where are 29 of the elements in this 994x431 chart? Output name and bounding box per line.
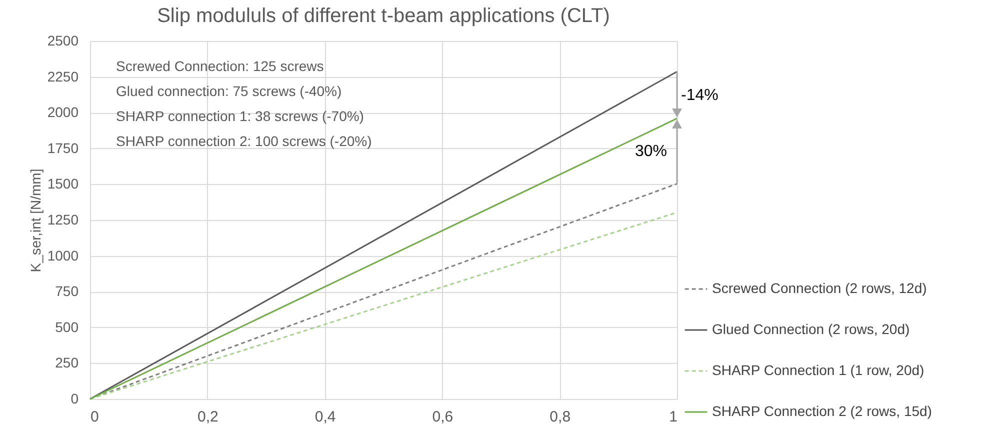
y-tick-label: 1250 (47, 212, 79, 228)
y-tick-label: 1000 (47, 247, 79, 264)
y-tick-label: 2250 (47, 68, 79, 84)
legend-label: Screwed Connection (2 rows, 12d) (712, 280, 927, 296)
y-tick-label: 0 (70, 390, 79, 406)
chart-title: Slip modululs of different t-beam applications (CLT) (157, 5, 610, 27)
legend-label: SHARP Connection 1 (1 row, 20d) (712, 362, 924, 378)
x-tick-label: 0,8 (550, 408, 571, 426)
x-tick-label: 0 (90, 408, 99, 426)
y-tick-label: 1750 (47, 140, 79, 156)
annotation: Glued connection: 75 screws (-40%) (116, 83, 342, 99)
y-tick-label: 1500 (47, 176, 79, 192)
annotation: 30% (634, 143, 667, 160)
legend-label: SHARP Connection 2 (2 rows, 15d) (712, 403, 932, 419)
y-tick-label: 2500 (47, 32, 79, 48)
y-tick-label: 750 (55, 283, 79, 300)
y-tick-label: 2000 (47, 104, 79, 120)
x-tick-label: 1 (669, 408, 678, 426)
y-tick-label: 500 (55, 318, 79, 335)
text: -14% (681, 87, 718, 104)
annotation: SHARP connection 1: 38 screws (-70%) (116, 108, 364, 124)
legend-label: Glued Connection (2 rows, 20d) (712, 321, 910, 337)
x-tick-label: 0,2 (197, 408, 218, 426)
y-tick-label: 250 (55, 354, 79, 371)
x-tick-label: 0,4 (314, 408, 336, 426)
annotation: SHARP connection 2: 100 screws (-20%) (116, 133, 372, 149)
y-axis-title: K_ser,int [N/mm] (27, 168, 44, 272)
x-tick-label: 0,6 (432, 408, 454, 426)
annotation: Screwed Connection: 125 screws (116, 58, 324, 74)
